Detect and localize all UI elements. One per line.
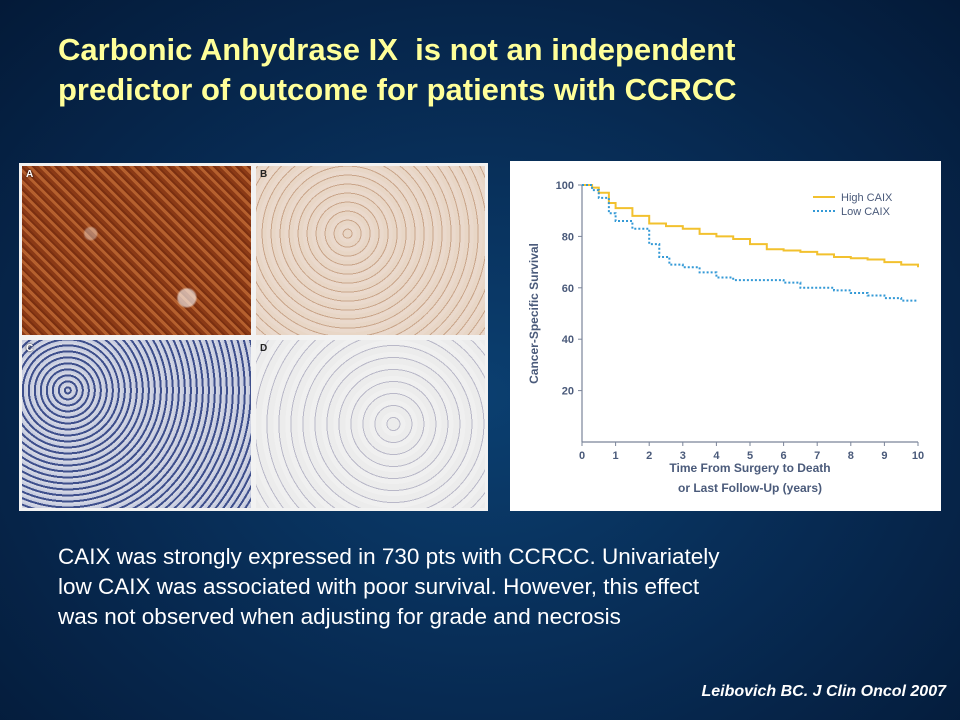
series-line-low-caix [582,184,918,302]
x-tick-label: 1 [613,450,619,462]
summary-line-1: CAIX was strongly expressed in 730 pts w… [58,544,720,569]
x-tick-label: 4 [713,450,720,462]
x-tick-label: 10 [912,450,924,462]
summary-line-3: was not observed when adjusting for grad… [58,604,621,629]
y-axis-label: Cancer-Specific Survival [527,243,541,384]
citation: Leibovich BC. J Clin Oncol 2007 [701,683,946,700]
title-line-2: predictor of outcome for patients with C… [58,72,737,107]
x-tick-label: 3 [680,450,686,462]
slide-title: Carbonic Anhydrase IX is not an independ… [58,30,938,110]
y-tick-label: 20 [562,386,574,398]
x-tick-label: 5 [747,450,753,462]
x-axis-label-line-2: or Last Follow-Up (years) [678,481,822,495]
x-tick-label: 8 [848,450,854,462]
legend-label: Low CAIX [841,206,891,218]
panel-label-b: B [260,169,268,180]
summary-line-2: low CAIX was associated with poor surviv… [58,574,700,599]
chart-series [582,184,919,302]
x-tick-label: 7 [814,450,820,462]
y-tick-label: 60 [562,283,574,295]
summary-text: CAIX was strongly expressed in 730 pts w… [58,542,938,632]
y-tick-label: 80 [562,231,574,243]
y-tick-label: 100 [556,180,574,192]
legend-label: High CAIX [841,192,893,204]
panel-label-c: C [26,343,34,354]
panel-label-a: A [26,169,34,180]
chart-legend: High CAIX Low CAIX [813,192,893,218]
histology-panel-c: C [22,340,251,508]
histology-panel-d: D [256,340,485,508]
series-line-high-caix [582,184,919,268]
x-tick-label: 2 [646,450,652,462]
survival-chart: 0 1 2 3 4 5 6 7 8 9 10 20 40 60 80 100 High CAIX Low CAI… [510,161,941,511]
histology-panel-a: A [22,166,251,335]
title-line-1: Carbonic Anhydrase IX is not an independ… [58,32,736,67]
survival-chart-svg: 0 1 2 3 4 5 6 7 8 9 10 20 40 60 80 100 High CAIX Low CAI… [527,180,924,495]
x-tick-label: 0 [579,450,585,462]
x-tick-label: 6 [781,450,787,462]
y-tick-label: 40 [562,334,574,346]
x-tick-label: 9 [881,450,887,462]
histology-figure: A B C D [19,163,488,511]
chart-axes: 0 1 2 3 4 5 6 7 8 9 10 20 40 60 80 100 [556,180,924,462]
panel-label-d: D [260,343,268,354]
histology-panel-b: B [256,166,485,335]
x-axis-label-line-1: Time From Surgery to Death [669,461,830,475]
